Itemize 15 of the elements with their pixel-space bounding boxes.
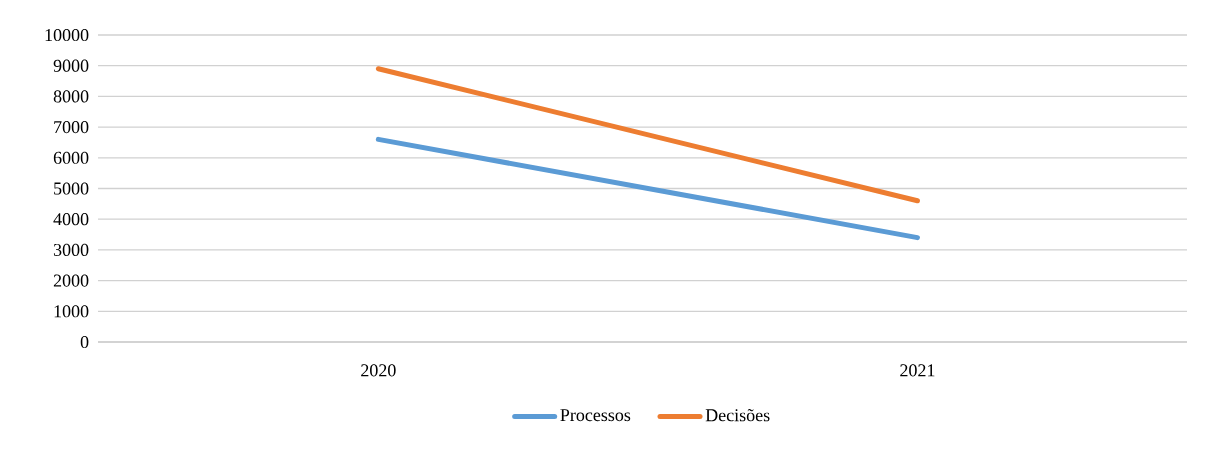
y-tick-label: 10000 xyxy=(45,28,89,42)
y-tick-label: 9000 xyxy=(53,59,89,72)
x-tick-label: 2020 xyxy=(361,364,396,377)
y-tick-label: 5000 xyxy=(54,182,89,195)
y-tick-label: 3000 xyxy=(53,243,89,256)
y-tick-label: 2000 xyxy=(53,274,89,287)
x-tick-label: 2021 xyxy=(900,364,935,377)
y-tick-label: 1000 xyxy=(54,305,89,318)
y-tick-label: 4000 xyxy=(53,213,89,226)
y-tick-label: 8000 xyxy=(53,90,89,103)
y-tick-label: 6000 xyxy=(53,151,89,164)
legend-label: Processos xyxy=(560,409,631,422)
legend-label: Decisões xyxy=(705,409,770,422)
y-tick-label: 0 xyxy=(80,335,89,349)
y-tick-label: 7000 xyxy=(54,121,89,134)
